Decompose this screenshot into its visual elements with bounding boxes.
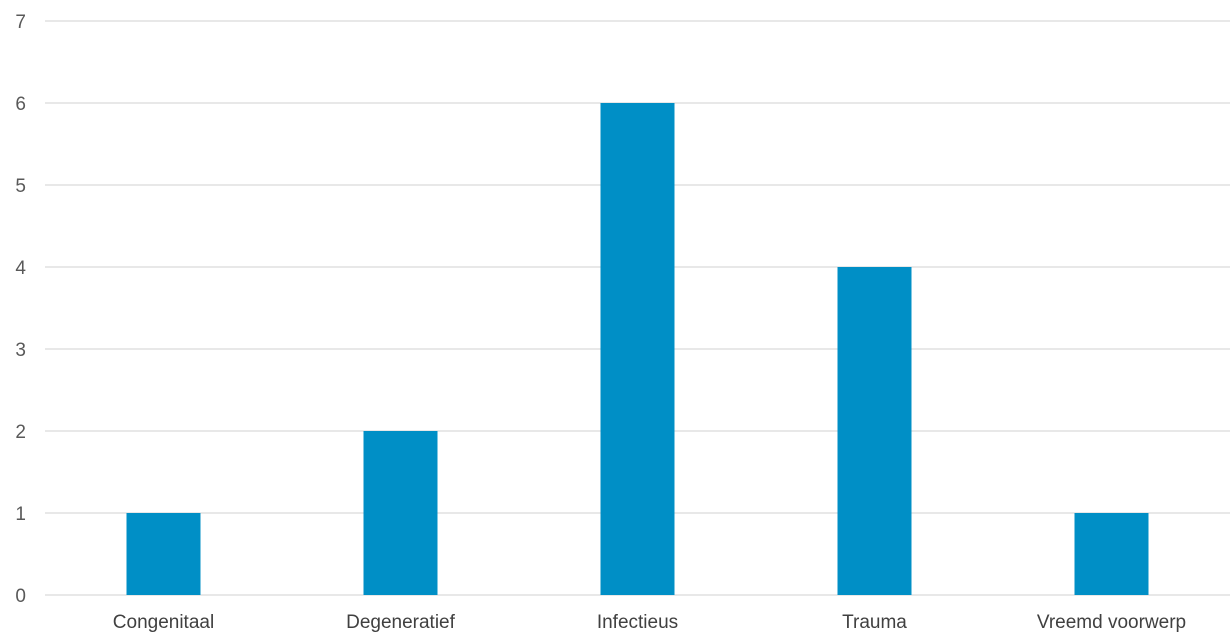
x-category-label: Degeneratief xyxy=(346,612,456,633)
y-tick-label: 2 xyxy=(15,422,26,443)
x-category-label: Infectieus xyxy=(597,612,678,633)
x-axis-category-labels: Congenitaal Degeneratief Infectieus Trauma V… xyxy=(113,612,1186,633)
y-tick-label: 5 xyxy=(15,176,26,197)
y-tick-label: 6 xyxy=(15,94,26,115)
y-tick-label: 3 xyxy=(15,340,26,361)
y-axis-tick-labels: 0 1 2 3 4 5 6 7 xyxy=(15,12,26,607)
x-category-label: Congenitaal xyxy=(113,612,214,633)
bar-congenitaal xyxy=(126,513,201,595)
y-tick-label: 1 xyxy=(15,504,26,525)
bar-infectieus xyxy=(600,103,675,595)
y-tick-label: 4 xyxy=(15,258,26,279)
x-category-label: Vreemd voorwerp xyxy=(1037,612,1186,633)
y-tick-label: 0 xyxy=(15,586,26,607)
x-category-label: Trauma xyxy=(842,612,907,633)
bar-vreemd-voorwerp xyxy=(1074,513,1149,595)
bars xyxy=(126,103,1149,595)
bar-degeneratief xyxy=(363,431,438,595)
bar-trauma xyxy=(837,267,912,595)
y-tick-label: 7 xyxy=(15,12,26,33)
